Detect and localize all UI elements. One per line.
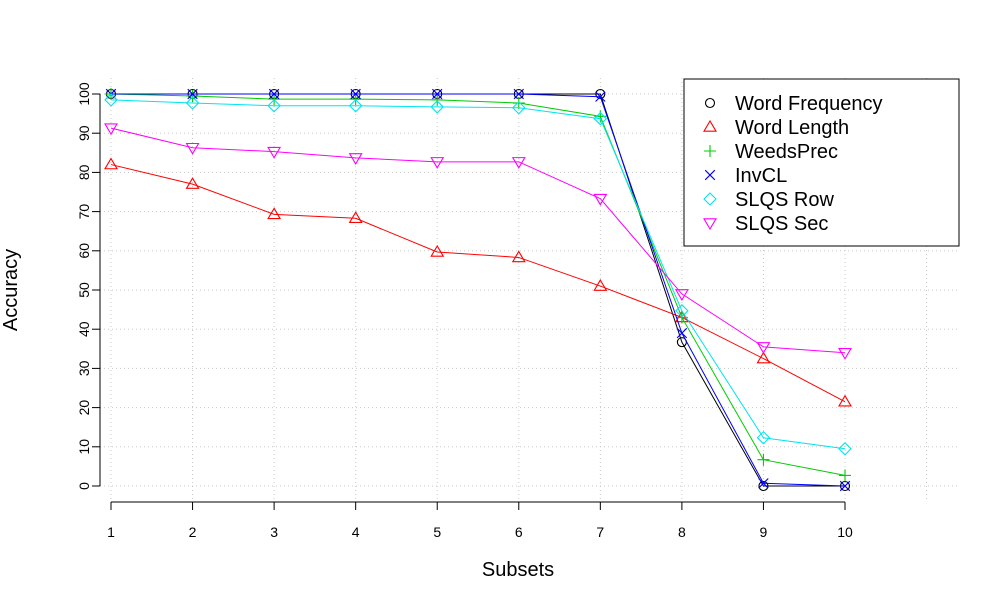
data-point-cross [513,88,524,100]
x-tick-label: 1 [107,524,115,540]
data-point-cross [187,88,198,100]
y-tick-label: 80 [76,164,92,180]
data-point-diamond [703,192,717,206]
x-tick-label: 10 [837,524,853,540]
data-point-diamond [430,100,445,114]
data-point-cross [432,88,443,100]
data-point-triangle-up [756,351,771,364]
data-point-plus [186,89,199,102]
data-point-cross [350,88,361,100]
y-axis-title: Accuracy [0,249,22,331]
x-tick-label: 7 [596,524,604,540]
data-point-triangle-down [104,123,118,136]
data-point-triangle-down [838,347,852,360]
data-point-cross [676,327,688,339]
data-point-triangle-down [185,142,200,155]
data-point-cross [839,480,851,492]
data-point-triangle-up [430,244,445,257]
series-line [110,127,846,354]
data-point-plus [839,469,851,482]
data-point-diamond [348,98,363,113]
axes: 0 10 20 30 40 50 60 70 80 90 100 1 2 3 4 5 6 7 8 9 10 [76,82,853,540]
series-word-length [104,157,852,407]
y-tick-label: 30 [76,360,92,376]
series-weedsprec [105,88,851,482]
data-point-triangle-up [267,207,282,220]
data-point-triangle-down [756,342,771,354]
y-tick-label: 50 [76,282,92,298]
x-tick-label: 9 [760,524,768,540]
data-point-plus [431,93,444,106]
data-point-diamond [756,431,771,445]
data-point-diamond [838,441,852,456]
y-tick-label: 40 [76,321,92,337]
x-tick-label: 5 [433,524,441,540]
data-point-circle [758,480,769,492]
y-tick-label: 20 [76,400,92,416]
data-point-diamond [104,93,118,107]
series-line [110,93,846,476]
x-tick-label: 8 [678,524,686,540]
data-point-triangle-up [185,177,200,189]
legend-label: SLQS Sec [735,213,828,235]
data-point-triangle-up [511,250,526,263]
data-point-triangle-down [593,193,608,206]
y-tick-label: 100 [76,82,92,106]
data-point-cross [758,478,769,489]
series-slqs-row [104,93,852,456]
data-point-triangle-down [267,146,282,159]
data-point-plus [757,453,770,466]
legend-label: Word Frequency [735,93,882,115]
series-line [110,164,846,403]
data-point-cross [595,91,606,102]
x-tick-label: 6 [515,524,523,540]
y-tick-label: 10 [76,439,92,455]
data-point-triangle-up [348,211,363,224]
y-tick-label: 60 [76,243,92,259]
y-tick-label: 0 [76,482,92,490]
data-point-triangle-up [838,394,852,407]
legend-box [683,78,960,247]
x-axis-title: Subsets [482,559,554,581]
data-point-circle [704,97,716,109]
data-point-cross [268,88,280,100]
data-point-plus [704,145,716,157]
data-point-diamond [593,111,608,126]
data-point-circle [595,88,606,100]
data-point-triangle-up [593,278,608,291]
data-point-diamond [185,96,200,110]
legend-label: InvCL [735,165,787,187]
series-layer [104,88,852,492]
data-point-triangle-down [430,157,445,169]
data-point-cross [704,169,716,181]
data-point-plus [512,97,525,110]
legend-label: Word Length [735,117,849,139]
data-point-triangle-down [348,153,363,165]
data-point-triangle-down [511,157,526,169]
data-point-triangle-down [674,289,689,302]
legend-label: SLQS Row [735,189,834,211]
x-tick-label: 2 [189,524,197,540]
x-tick-label: 4 [352,524,360,540]
y-tick-label: 90 [76,125,92,141]
data-point-triangle-up [703,119,717,132]
legend-label: WeedsPrec [735,141,838,163]
data-point-triangle-up [104,157,118,170]
data-point-diamond [267,98,281,113]
data-point-diamond [675,303,689,318]
series-line [111,93,846,487]
data-point-diamond [511,100,526,115]
data-point-triangle-down [703,218,717,231]
x-tick-label: 3 [270,524,278,540]
series-line [110,99,846,450]
series-slqs-sec [104,123,852,360]
y-tick-label: 70 [76,204,92,220]
